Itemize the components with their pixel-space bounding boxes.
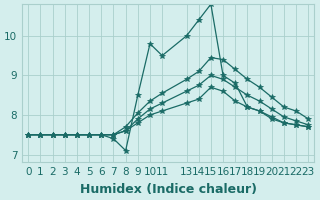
X-axis label: Humidex (Indice chaleur): Humidex (Indice chaleur): [80, 183, 257, 196]
